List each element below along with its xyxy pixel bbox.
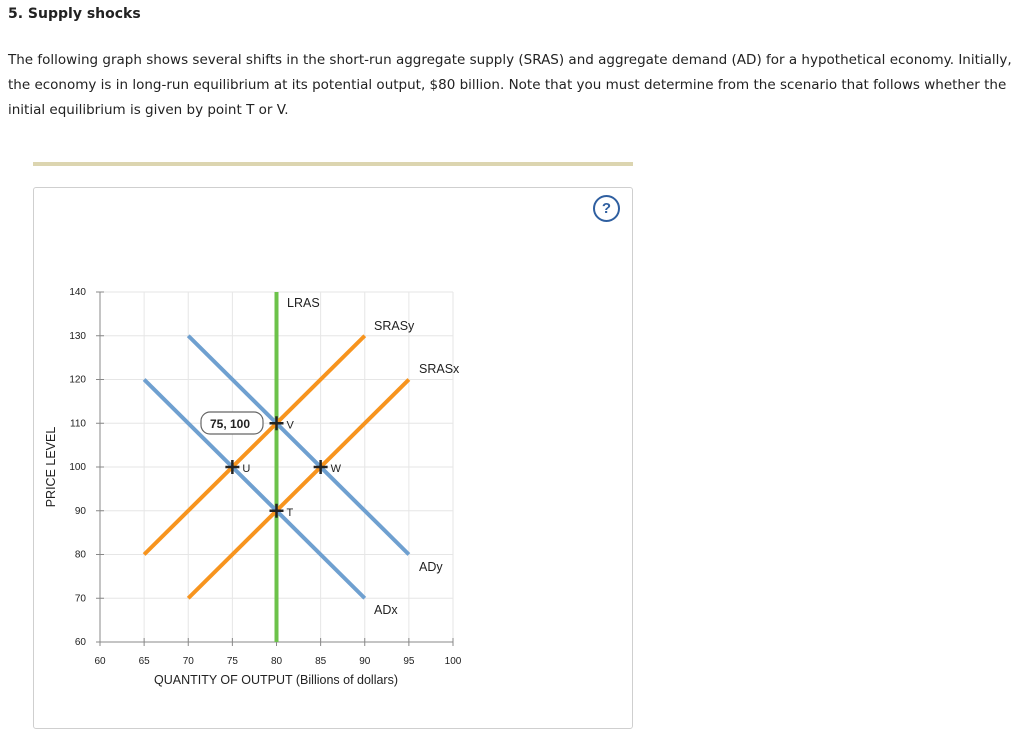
curve-label-srasx: SRASx [419, 362, 460, 376]
aggregate-supply-demand-chart[interactable]: 60 70 80 90 100 110 120 130 140 60 65 70 75 80 85 90 95 1… [0, 0, 1024, 710]
help-icon[interactable]: ? [593, 195, 620, 222]
y-tick-label: 110 [70, 418, 86, 429]
curve-adx[interactable] [142, 378, 367, 600]
curves[interactable]: LRAS SRASy SRASx ADy ADx [142, 292, 460, 642]
y-tick-label: 100 [69, 462, 86, 473]
y-axis-title: PRICE LEVEL [44, 427, 58, 508]
axes: 60 70 80 90 100 110 120 130 140 60 65 70 75 80 85 90 95 1… [44, 287, 462, 687]
x-axis-title: QUANTITY OF OUTPUT (Billions of dollars) [154, 673, 398, 687]
point-u[interactable]: U [225, 460, 250, 475]
x-tick-label: 95 [403, 656, 415, 667]
y-tick-label: 140 [69, 287, 86, 298]
y-tick-label: 80 [75, 550, 87, 561]
point-label: V [287, 419, 295, 431]
x-tick-label: 90 [359, 656, 371, 667]
curve-label-ady: ADy [419, 560, 443, 574]
intro-paragraph: The following graph shows several shifts… [8, 52, 1012, 118]
curve-label-adx: ADx [374, 603, 398, 617]
point-label: W [331, 463, 342, 475]
x-tick-label: 80 [271, 656, 283, 667]
tooltip-bubble: 75, 100 [200, 411, 264, 435]
point-v[interactable]: V [269, 416, 295, 431]
curve-ady[interactable] [186, 334, 411, 556]
graph-panel [33, 187, 633, 729]
point-t[interactable]: T [269, 503, 294, 519]
y-tick-label: 60 [75, 637, 87, 648]
point-label: T [287, 507, 294, 519]
x-tick-label: 75 [227, 656, 239, 667]
section-divider [33, 162, 633, 166]
tooltip-box [200, 411, 264, 435]
y-tick-label: 130 [69, 331, 86, 342]
point-w[interactable]: W [313, 460, 342, 475]
x-tick-label: 85 [315, 656, 327, 667]
page-title: 5. Supply shocks [8, 6, 141, 22]
tooltip-text: 75, 100 [210, 417, 250, 431]
curve-srasy[interactable] [142, 334, 367, 556]
point-label: U [242, 463, 250, 475]
x-tick-label: 60 [94, 656, 106, 667]
x-tick-label: 70 [183, 656, 195, 667]
point-tooltip: 75, 100 [200, 411, 264, 435]
x-tick-label: 100 [445, 656, 462, 667]
curve-srasx[interactable] [186, 378, 411, 600]
y-tick-label: 70 [75, 593, 87, 604]
y-tick-label: 120 [69, 375, 86, 386]
curve-label-lras: LRAS [287, 296, 320, 310]
curve-label-srasy: SRASy [374, 319, 415, 333]
y-tick-label: 90 [75, 506, 87, 517]
equilibrium-points[interactable]: T U V W [225, 416, 342, 519]
x-tick-label: 65 [139, 656, 151, 667]
